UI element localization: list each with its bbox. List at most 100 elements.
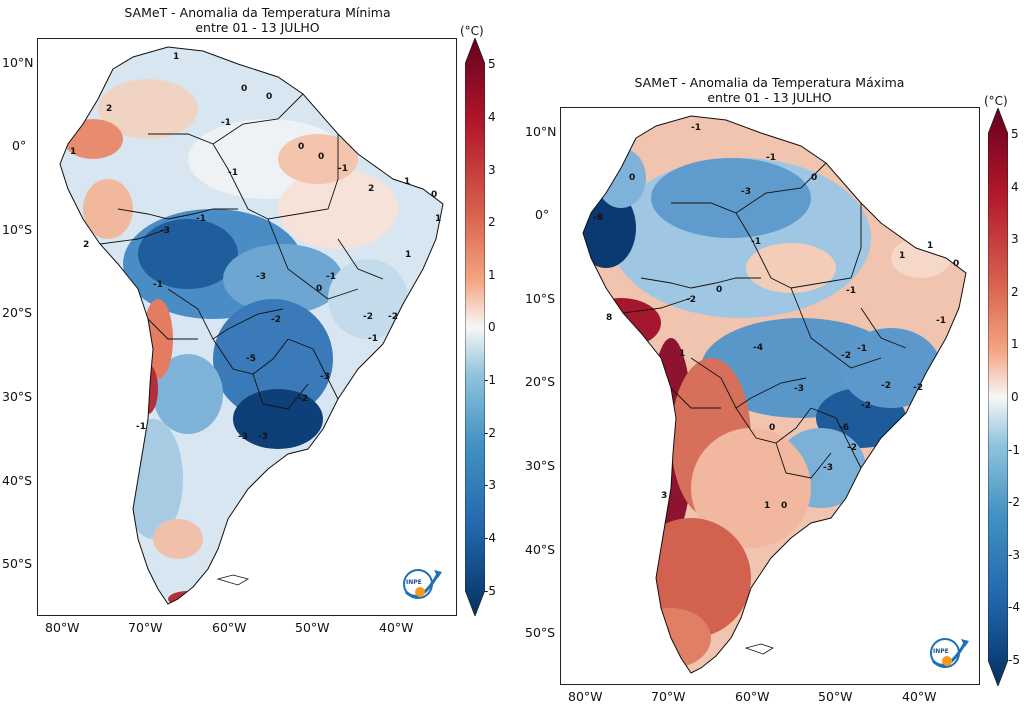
map-area-max: -1 -8 0 -3 -1 0 -1 1 0 -2 0 8 1 -4 -2 -1… xyxy=(560,107,980,685)
colorbar-tick: -1 xyxy=(1008,443,1020,457)
contour-label: -2 xyxy=(861,401,871,411)
colorbar-tick: 0 xyxy=(1011,390,1019,404)
contour-label: -3 xyxy=(160,226,170,236)
colorbar-tick: 3 xyxy=(1011,232,1019,246)
lat-tick: 40°S xyxy=(525,542,556,557)
colorbar-unit: (°C) xyxy=(984,94,1008,108)
contour-label: 0 xyxy=(298,142,304,152)
anomaly-map-min: 1 0 0 -1 2 -1 0 1 0 -1 2 1 0 1 2 -1 -3 1… xyxy=(59,46,444,605)
inpe-logo: INPE xyxy=(930,638,969,668)
colorbar-tick: -1 xyxy=(484,373,496,387)
colorbar-unit: (°C) xyxy=(460,24,484,38)
colorbar-tick: 1 xyxy=(1011,337,1019,351)
continent-outline-max xyxy=(582,115,967,674)
contour-label: -1 xyxy=(691,123,701,133)
lon-tick: 70°W xyxy=(651,689,686,704)
contour-label: -3 xyxy=(741,187,751,197)
contour-label: 1 xyxy=(764,501,770,511)
title-line2: entre 01 - 13 JULHO xyxy=(707,90,832,105)
anomaly-map-max: -1 -8 0 -3 -1 0 -1 1 0 -2 0 8 1 -4 -2 -1… xyxy=(582,115,967,674)
contour-label: -2 xyxy=(913,383,923,393)
contour-label: 0 xyxy=(241,84,247,94)
contour-label: -1 xyxy=(326,272,336,282)
lon-tick: 60°W xyxy=(212,620,247,635)
contour-label: -2 xyxy=(686,295,696,305)
contour-label: 0 xyxy=(431,190,437,200)
lat-tick: 20°S xyxy=(2,305,33,320)
contour-label: 1 xyxy=(70,147,76,157)
contour-label: 0 xyxy=(811,173,817,183)
lon-tick: 60°W xyxy=(735,689,770,704)
country-borders-min xyxy=(99,93,384,410)
lat-tick: 10°N xyxy=(2,55,34,70)
lon-tick: 50°W xyxy=(295,620,330,635)
contour-label: 2 xyxy=(83,240,89,250)
contour-label: -1 xyxy=(846,286,856,296)
colorbar-tick: -4 xyxy=(484,531,496,545)
continent-outline-min xyxy=(59,46,444,605)
logo-text: INPE xyxy=(933,648,949,655)
contour-label: 3 xyxy=(661,491,667,501)
contour-label: -8 xyxy=(593,213,603,223)
contour-label: -2 xyxy=(847,443,857,453)
colorbar-min xyxy=(465,38,485,616)
contour-label: 1 xyxy=(173,52,179,62)
lat-tick: 10°N xyxy=(525,124,557,139)
anomaly-shading-max xyxy=(583,116,966,673)
colorbar-tick: 4 xyxy=(488,110,496,124)
contour-label: -3 xyxy=(320,372,330,382)
colorbar-tick: 2 xyxy=(488,215,496,229)
colorbar-tick: 4 xyxy=(1011,180,1019,194)
contour-label: -3 xyxy=(238,432,248,442)
lat-tick: 10°S xyxy=(2,222,33,237)
contour-label: -1 xyxy=(338,164,348,174)
lon-tick: 70°W xyxy=(128,620,163,635)
colorbar-tick: -2 xyxy=(484,426,496,440)
contour-label: -1 xyxy=(221,118,231,128)
contour-label: -2 xyxy=(388,312,398,322)
lat-tick: 0° xyxy=(535,207,550,222)
map-title-min: SAMeT - Anomalia da Temperatura Mínima e… xyxy=(60,5,455,35)
contour-labels-min: 1 0 0 -1 2 -1 0 1 0 -1 2 1 0 1 2 -1 -3 1… xyxy=(70,52,441,442)
contour-label: -3 xyxy=(794,384,804,394)
contour-label: -3 xyxy=(823,463,833,473)
map-title-max: SAMeT - Anomalia da Temperatura Máxima e… xyxy=(572,75,967,105)
colorbar-tick: -5 xyxy=(484,584,496,598)
contour-label: -5 xyxy=(246,354,256,364)
colorbar-max xyxy=(988,108,1008,686)
contour-label: 0 xyxy=(769,423,775,433)
lon-tick: 40°W xyxy=(379,620,414,635)
lat-tick: 40°S xyxy=(2,473,33,488)
contour-label: 2 xyxy=(106,104,112,114)
contour-label: -1 xyxy=(153,280,163,290)
title-line2: entre 01 - 13 JULHO xyxy=(195,20,320,35)
contour-label: 0 xyxy=(953,259,959,269)
contour-label: -1 xyxy=(751,237,761,247)
contour-label: -1 xyxy=(196,214,206,224)
lat-tick: 10°S xyxy=(525,291,556,306)
colorbar-tick: -3 xyxy=(1008,548,1020,562)
colorbar-tick: 2 xyxy=(1011,285,1019,299)
contour-label: -1 xyxy=(368,334,378,344)
contour-label: 0 xyxy=(629,173,635,183)
contour-label: -3 xyxy=(258,432,268,442)
country-borders-max xyxy=(622,162,907,479)
contour-label: -6 xyxy=(839,423,849,433)
contour-label: 1 xyxy=(405,250,411,260)
falkland-islands xyxy=(744,643,774,655)
colorbar-tick: 1 xyxy=(488,268,496,282)
title-line1: SAMeT - Anomalia da Temperatura Máxima xyxy=(634,75,905,90)
lat-tick: 30°S xyxy=(2,389,33,404)
lat-tick: 0° xyxy=(12,138,27,153)
contour-labels-max: -1 -8 0 -3 -1 0 -1 1 0 -2 0 8 1 -4 -2 -1… xyxy=(593,123,959,511)
contour-label: 1 xyxy=(899,251,905,261)
title-line1: SAMeT - Anomalia da Temperatura Mínima xyxy=(124,5,391,20)
contour-label: 0 xyxy=(716,285,722,295)
anomaly-shading-min xyxy=(60,47,443,604)
contour-label: -1 xyxy=(857,344,867,354)
contour-label: -2 xyxy=(271,315,281,325)
lon-tick: 80°W xyxy=(45,620,80,635)
colorbar-tick: -2 xyxy=(1008,495,1020,509)
colorbar-tick: -5 xyxy=(1008,653,1020,667)
lat-tick: 30°S xyxy=(525,458,556,473)
